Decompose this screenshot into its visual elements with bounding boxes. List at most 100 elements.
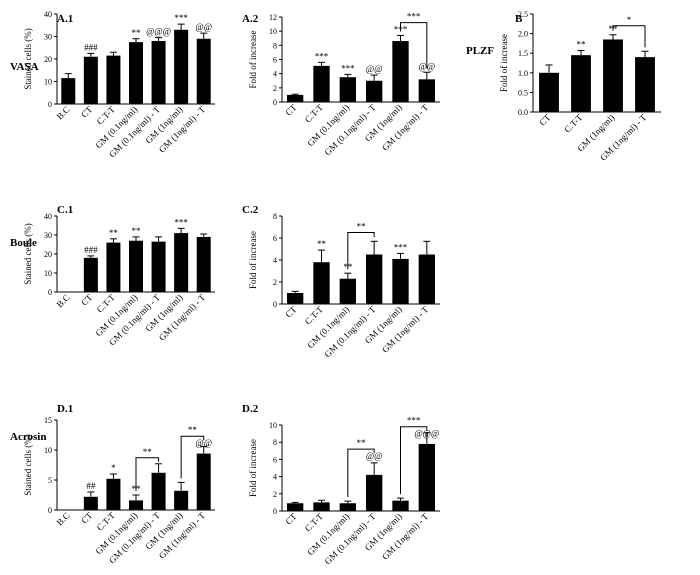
gene-label: PLZF <box>466 45 494 57</box>
y-tick-label: 15 <box>44 416 52 425</box>
y-tick-label: 0 <box>273 507 277 516</box>
bracket-sublabel: @@@ <box>414 429 439 439</box>
panel-label: A.1 <box>57 13 73 25</box>
bar <box>61 78 76 104</box>
y-tick-label: 1.5 <box>518 49 528 58</box>
category-label: GM (1ng/ml) - T <box>380 511 431 562</box>
bracket-label: ** <box>188 425 198 435</box>
category-label: B.C <box>55 104 72 121</box>
panel-label: C.1 <box>57 204 73 216</box>
bar <box>151 472 166 510</box>
y-tick-label: 10 <box>44 269 52 278</box>
comparison-bracket <box>347 448 375 498</box>
y-tick-label: 4 <box>273 256 277 265</box>
significance-label: ### <box>84 245 98 255</box>
y-tick-label: 20 <box>44 55 52 64</box>
y-tick-label: 8 <box>273 212 277 221</box>
bar <box>106 478 121 510</box>
significance-label: ** <box>132 226 142 236</box>
y-tick-label: 5 <box>48 476 52 485</box>
gene-label: Acrosin <box>10 431 46 443</box>
comparison-bracket <box>347 232 375 270</box>
bar <box>287 503 304 511</box>
significance-label: ** <box>132 28 142 38</box>
panel-label: A.2 <box>242 13 259 25</box>
y-tick-label: 2 <box>273 490 277 499</box>
category-label: CT <box>283 511 299 527</box>
y-tick-label: 20 <box>44 250 52 259</box>
bar <box>366 474 383 511</box>
bar <box>174 233 189 292</box>
panel-label: D.1 <box>57 403 73 415</box>
panel-label: B <box>515 13 523 25</box>
bracket-label: ** <box>357 222 367 232</box>
bar <box>196 38 211 104</box>
bar <box>83 56 98 104</box>
y-axis-label: Stained cells (%) <box>23 28 33 89</box>
y-axis-label: Fold of increase <box>248 31 258 89</box>
category-label: GM (1ng/ml) - T <box>380 304 431 355</box>
significance-label: @@@ <box>146 27 171 37</box>
bar <box>313 65 330 102</box>
y-tick-label: 0.0 <box>518 108 528 117</box>
bar <box>339 77 356 102</box>
panel-d-1: D.1 Acrosin 0 5 10 15 Stained cells (%) B.C ## CT… <box>10 403 215 565</box>
bar <box>174 29 189 104</box>
significance-label: *** <box>174 13 188 23</box>
gene-label: Boule <box>10 237 37 249</box>
comparison-bracket <box>135 457 160 491</box>
y-tick-label: 8 <box>273 438 277 447</box>
y-axis-label: Fold of increase <box>499 34 509 92</box>
category-label: CT <box>537 112 553 128</box>
bar <box>287 293 304 304</box>
comparison-bracket <box>612 25 646 48</box>
bracket-label: * <box>627 15 632 25</box>
y-tick-label: 30 <box>44 33 52 42</box>
bar <box>366 254 383 304</box>
significance-label: *** <box>174 217 188 227</box>
y-tick-label: 1.0 <box>518 69 528 78</box>
y-tick-label: 0 <box>48 100 52 109</box>
category-label: C.T-T <box>562 112 585 135</box>
bracket-label: ** <box>143 447 153 457</box>
panel-a-1: A.1 VASA 0 10 20 30 40 Stained cells (%) B.C ### C… <box>10 10 215 159</box>
panel-label: C.2 <box>242 204 259 216</box>
bar <box>174 490 189 510</box>
significance-label: *** <box>394 242 408 252</box>
significance-label: * <box>111 463 116 473</box>
bar <box>418 254 435 304</box>
category-label: C.T-T <box>303 102 326 125</box>
bar <box>313 262 330 304</box>
bar <box>418 79 435 102</box>
y-tick-label: 2 <box>273 84 277 93</box>
panel-label: D.2 <box>242 403 259 415</box>
y-tick-label: 8 <box>273 41 277 50</box>
bar <box>106 242 121 292</box>
y-tick-label: 4 <box>273 473 277 482</box>
y-tick-label: 12 <box>269 13 277 22</box>
y-tick-label: 10 <box>269 421 277 430</box>
y-tick-label: 40 <box>44 10 52 19</box>
y-tick-label: 4 <box>273 70 277 79</box>
y-tick-label: 30 <box>44 231 52 240</box>
gene-label: VASA <box>10 61 39 73</box>
bar <box>571 55 591 112</box>
bar <box>339 278 356 304</box>
bar <box>106 55 121 104</box>
bar <box>196 236 211 292</box>
category-label: CT <box>283 102 299 118</box>
bar <box>339 503 356 511</box>
bracket-label: ** <box>357 438 367 448</box>
bracket-label: *** <box>407 416 421 426</box>
comparison-bracket <box>180 435 205 479</box>
bar <box>392 500 409 511</box>
significance-label: @@ <box>366 64 383 74</box>
category-label: C.T-T <box>303 304 326 327</box>
bar <box>129 500 143 510</box>
category-label: B.C <box>55 510 72 527</box>
y-tick-label: 0 <box>48 288 52 297</box>
bar <box>151 241 166 292</box>
y-axis-label: Fold of increase <box>248 439 258 497</box>
